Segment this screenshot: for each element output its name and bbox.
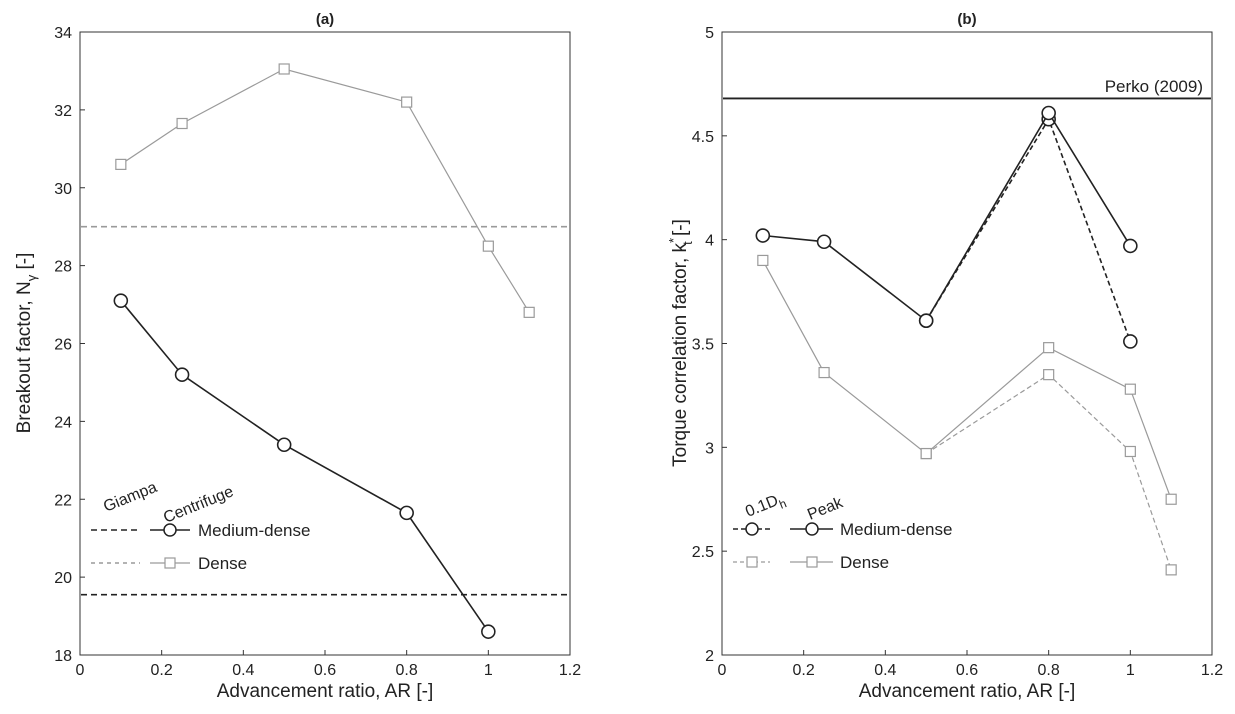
- y-axis-label-a-main: Breakout factor, N: [14, 281, 35, 433]
- data-point-centrifuge-dense: [401, 96, 413, 108]
- legend-b-peak-circle-marker: [805, 522, 819, 536]
- series-line-centrifuge-dense: [120, 68, 530, 313]
- data-point-peak-dense: [1043, 342, 1055, 354]
- y-axis-label-b-sub: t: [680, 241, 695, 245]
- y-tick-label: 28: [54, 259, 72, 276]
- y-tick-label: 20: [54, 570, 72, 587]
- data-point-0-1dh-dense: [1124, 445, 1136, 458]
- plot-area-a: [79, 31, 571, 656]
- data-point-peak-medium-dense: [755, 228, 771, 243]
- x-axis-label-a: Advancement ratio, AR [-]: [217, 681, 434, 702]
- legend-b-header-01dh-sub: h: [777, 496, 788, 511]
- panel-title-a: (a): [316, 11, 334, 28]
- x-tick-label: 1: [484, 662, 493, 679]
- y-tick-label: 4.5: [692, 129, 714, 146]
- axes-a: 0 0.2 0.4 0.6 0.8 1 1.2 18 20 22 24 26 28 30 32 34: [54, 25, 581, 679]
- x-tick-label: 0: [76, 662, 85, 679]
- legend-a-square-marker: [164, 557, 176, 569]
- x-tick-label: 0.4: [874, 662, 896, 679]
- y-axis-label-a: Breakout factor, Nγ [-]: [14, 253, 39, 434]
- y-tick-label: 24: [54, 414, 72, 431]
- data-point-centrifuge-medium-dense: [174, 367, 190, 382]
- y-axis-label-b-main: Torque correlation factor, k: [670, 242, 691, 466]
- series-line-peak-dense: [762, 260, 1172, 500]
- data-point-peak-dense: [1165, 493, 1177, 505]
- series-b: [755, 105, 1177, 576]
- y-tick-label: 2: [705, 648, 714, 665]
- x-tick-label: 1.2: [559, 662, 581, 679]
- data-point-0-1dh-dense: [1165, 564, 1177, 576]
- data-point-peak-medium-dense: [816, 234, 832, 250]
- axes-b: 0 0.2 0.4 0.6 0.8 1 1.2 2 2.5 3 3.5 4 4.5 5: [692, 25, 1223, 679]
- y-axis-label-b-sup: *: [666, 238, 681, 243]
- y-tick-label: 18: [54, 648, 72, 665]
- data-point-peak-dense: [920, 447, 932, 460]
- x-axis-label-b: Advancement ratio, AR [-]: [859, 681, 1076, 702]
- y-tick-label: 30: [54, 181, 72, 198]
- x-tick-label: 0.6: [314, 662, 336, 679]
- panel-a: (a) 0 0.2 0.4 0.6 0.8 1 1.2182022242628303234 …: [14, 11, 581, 702]
- legend-b-dense: Dense: [840, 553, 889, 572]
- y-tick-label: 5: [705, 25, 714, 42]
- panel-title-b: (b): [957, 11, 976, 28]
- data-point-centrifuge-medium-dense: [399, 505, 414, 521]
- data-point-peak-medium-dense: [918, 313, 934, 328]
- y-tick-label: 4: [705, 233, 714, 250]
- data-point-centrifuge-medium-dense: [481, 624, 496, 639]
- x-tick-label: 0.2: [151, 662, 173, 679]
- x-tick-label: 0: [718, 662, 727, 679]
- y-axis-label-a-sub: γ: [24, 274, 39, 281]
- data-point-0-1dh-medium-dense: [1123, 334, 1138, 349]
- y-tick-label: 26: [54, 337, 72, 354]
- perko-annotation: Perko (2009): [1105, 77, 1203, 96]
- y-tick-label: 3.5: [692, 337, 714, 354]
- x-tick-label: 1: [1126, 662, 1135, 679]
- x-tick-label: 0.8: [1038, 662, 1060, 679]
- data-point-centrifuge-dense: [115, 158, 127, 170]
- data-point-centrifuge-dense: [482, 240, 494, 252]
- data-point-0-1dh-dense: [1043, 369, 1055, 381]
- y-tick-label: 2.5: [692, 544, 714, 561]
- data-point-centrifuge-medium-dense: [276, 437, 292, 453]
- data-point-peak-dense: [818, 366, 830, 379]
- data-point-centrifuge-dense: [176, 117, 188, 130]
- legend-a-circle-marker: [163, 523, 177, 537]
- legend-a-medium-dense: Medium-dense: [198, 521, 310, 540]
- y-tick-label: 3: [705, 440, 714, 457]
- y-tick-label: 22: [54, 492, 72, 509]
- x-tick-label: 1.2: [1201, 662, 1223, 679]
- data-point-peak-medium-dense: [1041, 105, 1056, 121]
- legend-b-01dh-circle-marker: [745, 522, 759, 536]
- panel-b: (b) 0 0.2 0.4 0.6 0.8 1 1.2 2 2.5 3 3.5 4 4.5 5 Perko…: [666, 11, 1223, 702]
- data-point-centrifuge-dense: [278, 63, 290, 75]
- data-point-peak-medium-dense: [1123, 238, 1138, 254]
- y-axis-label-a-tail: [-]: [14, 253, 35, 275]
- x-tick-label: 0.4: [232, 662, 254, 679]
- x-tick-label: 0.2: [793, 662, 815, 679]
- x-tick-label: 0.6: [956, 662, 978, 679]
- legend-b-01dh-square-marker: [746, 556, 758, 568]
- y-axis-label-b-tail: [-]: [670, 219, 691, 241]
- data-point-centrifuge-medium-dense: [113, 293, 129, 308]
- y-axis-label-b: Torque correlation factor, k*t [-]: [666, 219, 695, 467]
- x-tick-label: 0.8: [396, 662, 418, 679]
- series-line-0-1dh-dense: [925, 373, 1172, 571]
- y-tick-label: 32: [54, 103, 72, 120]
- data-point-peak-dense: [1124, 383, 1136, 395]
- reference-lines-a: [81, 225, 569, 596]
- legend-b-peak-square-marker: [806, 556, 818, 568]
- legend-b-medium-dense: Medium-dense: [840, 520, 952, 539]
- series-a: [113, 63, 535, 639]
- data-point-centrifuge-dense: [523, 306, 535, 318]
- legend-a-dense: Dense: [198, 554, 247, 573]
- legend-b: 0.1Dh Peak Medium-dense Dense: [733, 492, 952, 572]
- y-tick-label: 34: [54, 25, 72, 42]
- data-point-peak-dense: [757, 254, 769, 267]
